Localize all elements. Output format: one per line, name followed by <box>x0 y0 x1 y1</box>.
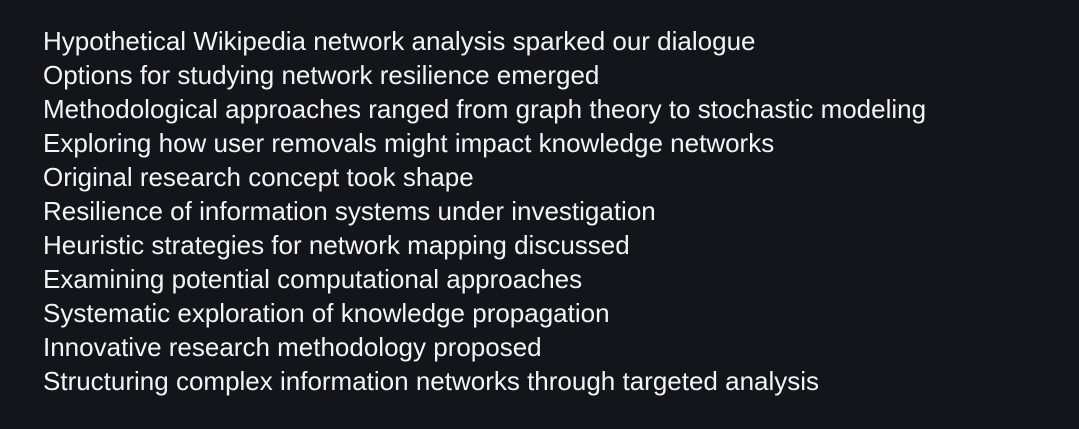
text-line: Heuristic strategies for network mapping… <box>43 230 630 260</box>
text-line: Systematic exploration of knowledge prop… <box>43 298 610 328</box>
text-line: Methodological approaches ranged from gr… <box>43 94 927 124</box>
text-line: Original research concept took shape <box>43 162 474 192</box>
text-lines-list: Hypothetical Wikipedia network analysis … <box>43 24 926 398</box>
text-line: Hypothetical Wikipedia network analysis … <box>43 26 756 56</box>
text-line: Examining potential computational approa… <box>43 264 583 294</box>
text-line: Options for studying network resilience … <box>43 60 600 90</box>
text-line: Innovative research methodology proposed <box>43 332 542 362</box>
text-line: Resilience of information systems under … <box>43 196 656 226</box>
text-line: Exploring how user removals might impact… <box>43 128 775 158</box>
text-line: Structuring complex information networks… <box>43 366 820 396</box>
